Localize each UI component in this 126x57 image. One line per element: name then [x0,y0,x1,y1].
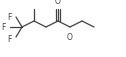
Text: F: F [2,23,6,32]
Text: F: F [8,34,12,43]
Text: F: F [8,12,12,21]
Text: O: O [67,32,73,41]
Text: O: O [55,0,61,6]
